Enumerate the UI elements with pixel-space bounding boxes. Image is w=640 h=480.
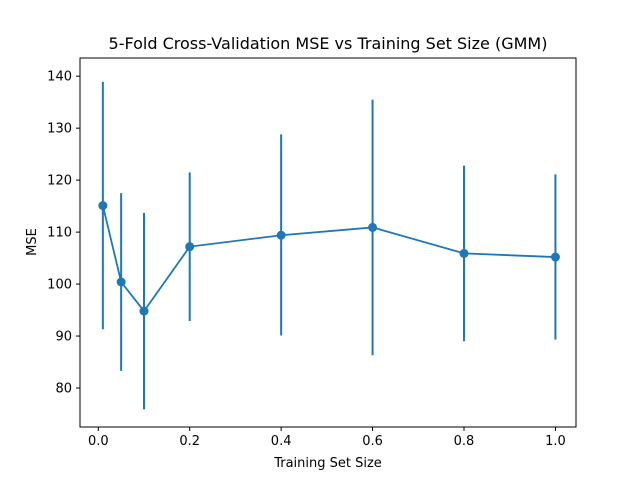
y-tick-label: 130 <box>47 122 72 137</box>
y-tick-label: 80 <box>55 382 72 397</box>
plot-area: 0.0 0.2 0.4 0.6 0.8 1.0 80 90 100 110 120 130 140 <box>47 57 577 449</box>
chart-title: 5-Fold Cross-Validation MSE vs Training … <box>109 34 548 53</box>
x-tick-label: 0.8 <box>454 434 475 449</box>
y-tick-label: 100 <box>47 278 72 293</box>
y-tick-label: 120 <box>47 174 72 189</box>
y-tick-label: 140 <box>47 70 72 85</box>
y-axis-label: MSE <box>25 228 40 256</box>
data-point <box>139 306 149 316</box>
x-tick-label: 0.4 <box>271 434 292 449</box>
data-point <box>459 248 469 258</box>
x-tick-label: 0.2 <box>179 434 200 449</box>
data-point <box>116 277 126 287</box>
data-point <box>98 201 108 211</box>
y-tick-label: 90 <box>55 330 72 345</box>
data-point <box>368 222 378 232</box>
axes-frame <box>79 57 577 428</box>
x-tick-label: 1.0 <box>545 434 566 449</box>
x-tick-label: 0.6 <box>362 434 383 449</box>
x-tick-label: 0.0 <box>88 434 109 449</box>
data-point <box>185 242 195 252</box>
x-axis-label: Training Set Size <box>273 456 382 471</box>
data-point <box>550 252 560 262</box>
data-point <box>276 230 286 240</box>
y-tick-label: 110 <box>47 226 72 241</box>
series-line <box>101 205 556 313</box>
